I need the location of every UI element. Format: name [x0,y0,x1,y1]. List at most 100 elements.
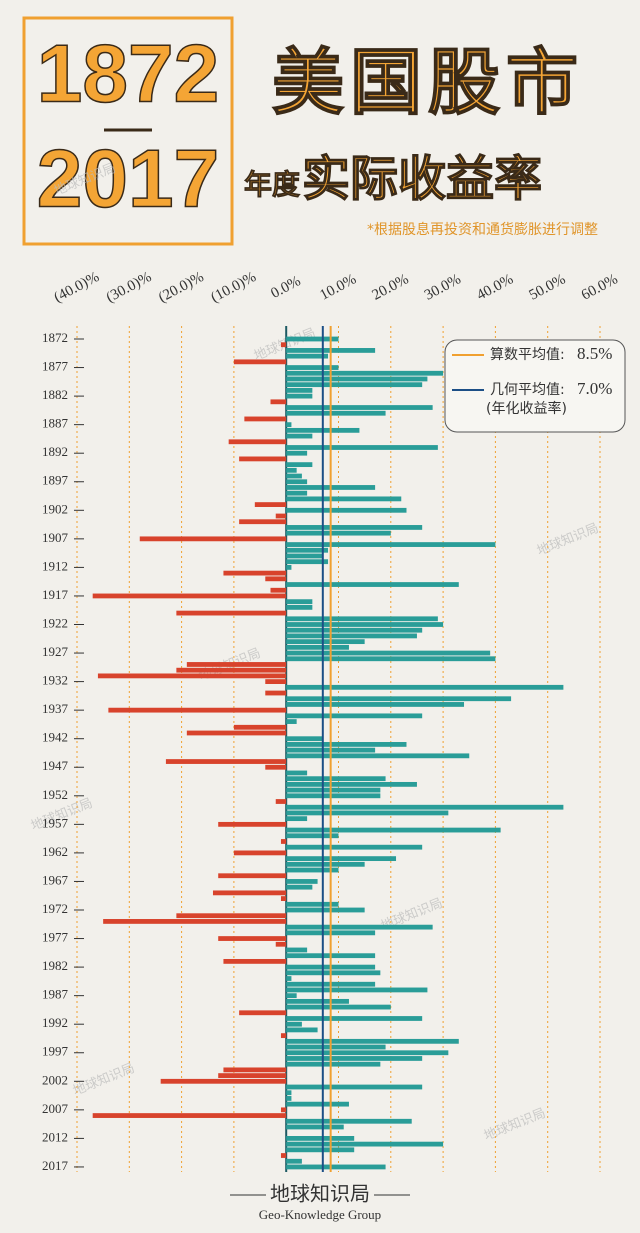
bar [280,1107,287,1113]
bar [286,867,339,873]
bar [286,924,433,930]
bar [286,525,423,530]
bar [270,587,287,593]
bar [233,359,287,365]
bar [286,816,308,822]
bar [286,547,329,553]
period-end: 2017 [37,134,219,225]
bar [286,1044,386,1050]
bar [286,976,292,981]
bar [286,582,459,587]
bar [286,650,491,656]
bar [176,913,287,919]
y-tick-label: 1982 [42,958,68,973]
title-box [22,16,234,246]
bar [286,644,349,650]
y-tick-label: 1992 [42,1015,68,1030]
y-tick-label: 2002 [42,1072,68,1087]
bar [286,1090,292,1096]
y-tick-label: 1937 [42,701,69,716]
y-tick-label: 1907 [42,530,69,545]
bar [280,1033,287,1039]
y-tick-label: 2007 [42,1101,69,1116]
bar [286,559,329,565]
bar [275,513,287,519]
bar [286,901,339,907]
bar [286,473,302,479]
note: *根据股息再投资和通货膨胀进行调整 [367,221,598,238]
chart-title: 美国股市 [272,41,584,125]
bar [286,696,512,702]
bar [275,941,287,947]
bar [286,599,313,605]
bar [286,565,292,570]
y-tick-label: 1887 [42,416,69,431]
bar [286,656,496,662]
bar [286,633,417,639]
bar [218,936,287,941]
bar [286,793,381,799]
y-tick-label: 1877 [42,359,69,374]
bar [286,884,313,890]
bar [286,627,423,633]
period-start: 1872 [37,29,219,120]
bar [286,998,349,1004]
bar [286,496,402,502]
bar [286,553,323,559]
bar [218,821,287,827]
bar [265,576,287,582]
bar [176,667,287,673]
bar [265,764,287,770]
bar [286,1084,423,1090]
bar [286,1141,444,1147]
bar [286,1056,423,1061]
bar [286,422,292,428]
y-tick-label: 1942 [42,730,68,745]
bar [286,450,308,456]
bar [223,1067,287,1073]
bar [286,604,313,610]
bar [286,336,339,342]
bar [239,519,287,525]
y-tick-label: 1962 [42,844,68,859]
bar [286,993,297,999]
bar [286,410,386,416]
bar [218,1073,287,1078]
y-tick-label: 1987 [42,987,69,1002]
legend-value: 8.5% [577,344,612,363]
bar [239,456,287,462]
bar [233,850,287,856]
bar [286,1016,423,1021]
bar [286,467,297,473]
bar [176,610,287,616]
bar [160,1078,287,1084]
bar [286,713,423,719]
bar [286,433,313,439]
bar [286,719,297,724]
bar [286,770,308,776]
y-tick-label: 1977 [42,930,69,945]
bar [286,393,313,399]
bar [92,593,287,599]
y-tick-label: 2012 [42,1129,68,1144]
bar [286,753,470,759]
bar [286,1101,349,1107]
bar [286,1118,412,1124]
bar [286,1021,302,1027]
footer-en: Geo-Knowledge Group [259,1207,381,1222]
bar [286,684,564,690]
bar [228,439,287,445]
bar [286,445,438,450]
bar [286,365,339,370]
y-tick-label: 1972 [42,901,68,916]
bar [286,530,391,536]
bar [286,856,397,862]
y-tick-label: 1927 [42,644,69,659]
y-tick-label: 1952 [42,787,68,802]
bar [265,679,287,684]
bar [280,1153,287,1158]
bar [108,707,287,713]
bar [97,673,287,679]
bar [223,958,287,964]
bar [218,873,287,879]
